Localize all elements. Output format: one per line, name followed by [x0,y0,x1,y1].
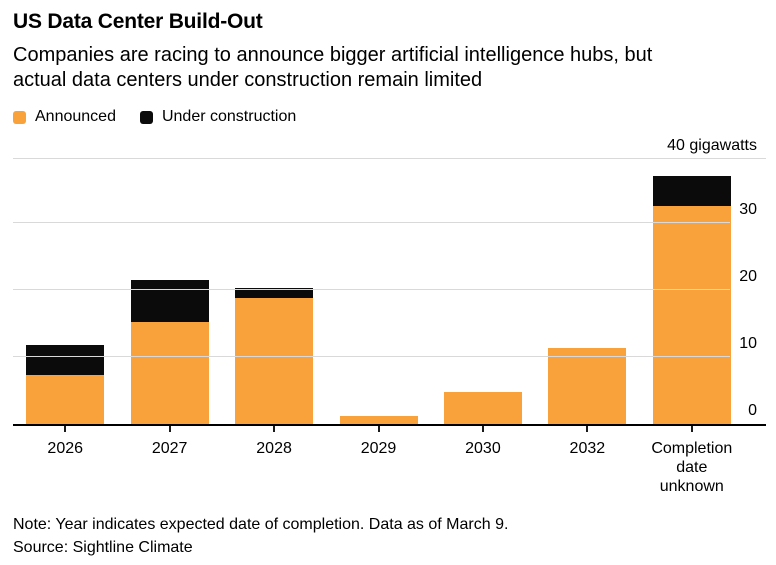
x-axis-tick [690,426,693,432]
x-axis-tick-label: 2032 [569,440,606,457]
legend-swatch-announced-icon [13,110,26,124]
x-axis-tick [377,426,380,432]
x-axis-tick-label: 2028 [256,440,292,457]
x-axis-tick-label: 2030 [465,440,501,457]
x-axis-tick-label: 2029 [360,440,397,457]
chart-subtitle: Companies are racing to announce bigger … [13,44,653,91]
bar-segment-under-construction [26,344,105,376]
bar-segment-under-construction [652,176,731,207]
bar [443,391,522,424]
gridline [13,289,730,290]
legend-item-under-construction: Under construction [139,108,297,126]
y-axis-tick-label: 30 [739,201,757,218]
x-axis-tick-label: 2027 [151,440,188,457]
chart-title: US Data Center Build-Out [13,10,263,33]
bar [548,348,627,424]
x-axis-tick [273,426,276,432]
bar-segment-announced [235,298,314,424]
y-axis-tick-label: 10 [739,335,757,352]
y-axis-tick-label: 20 [739,268,757,285]
x-axis-tick [64,426,67,432]
bar-segment-announced [443,391,522,424]
bar-segment-announced [339,415,418,424]
note-text: Note: Year indicates expected date of co… [13,516,509,533]
legend-item-announced: Announced [13,108,116,126]
y-axis-tick-label: 0 [748,402,757,419]
x-axis-tick-label: Completion date unknown [651,440,733,495]
bar-area [13,159,744,432]
bar-segment-announced [548,348,627,424]
legend: Announced Under construction [13,108,766,126]
chart-footer: Note: Year indicates expected date of co… [13,513,766,559]
source-text: Source: Sightline Climate [13,539,193,556]
gridline [13,222,730,223]
y-axis-unit-label: 40 gigawatts [667,137,757,154]
legend-label-under-construction: Under construction [161,108,297,125]
bar [339,415,418,424]
bar [26,344,105,424]
bar [235,288,314,424]
bar-segment-announced [26,375,105,424]
legend-swatch-under-construction-icon [139,110,153,124]
x-axis-tick [168,426,171,432]
plot-area: 0 10 20 30 [13,158,766,432]
gridline [13,356,730,357]
x-axis-tick [586,426,589,432]
bar [652,176,731,424]
bar-segment-announced [130,322,209,424]
bar [130,279,209,424]
legend-label-announced: Announced [35,108,116,125]
x-axis-labels: 2026 2027 2028 2029 2030 2032 Completion date … [13,439,744,503]
x-axis-tick-label: 2026 [47,440,84,457]
bar-segment-under-construction [235,288,314,299]
bar-segment-announced [652,206,731,424]
x-axis-tick [481,426,484,432]
bar-segment-under-construction [130,279,209,323]
